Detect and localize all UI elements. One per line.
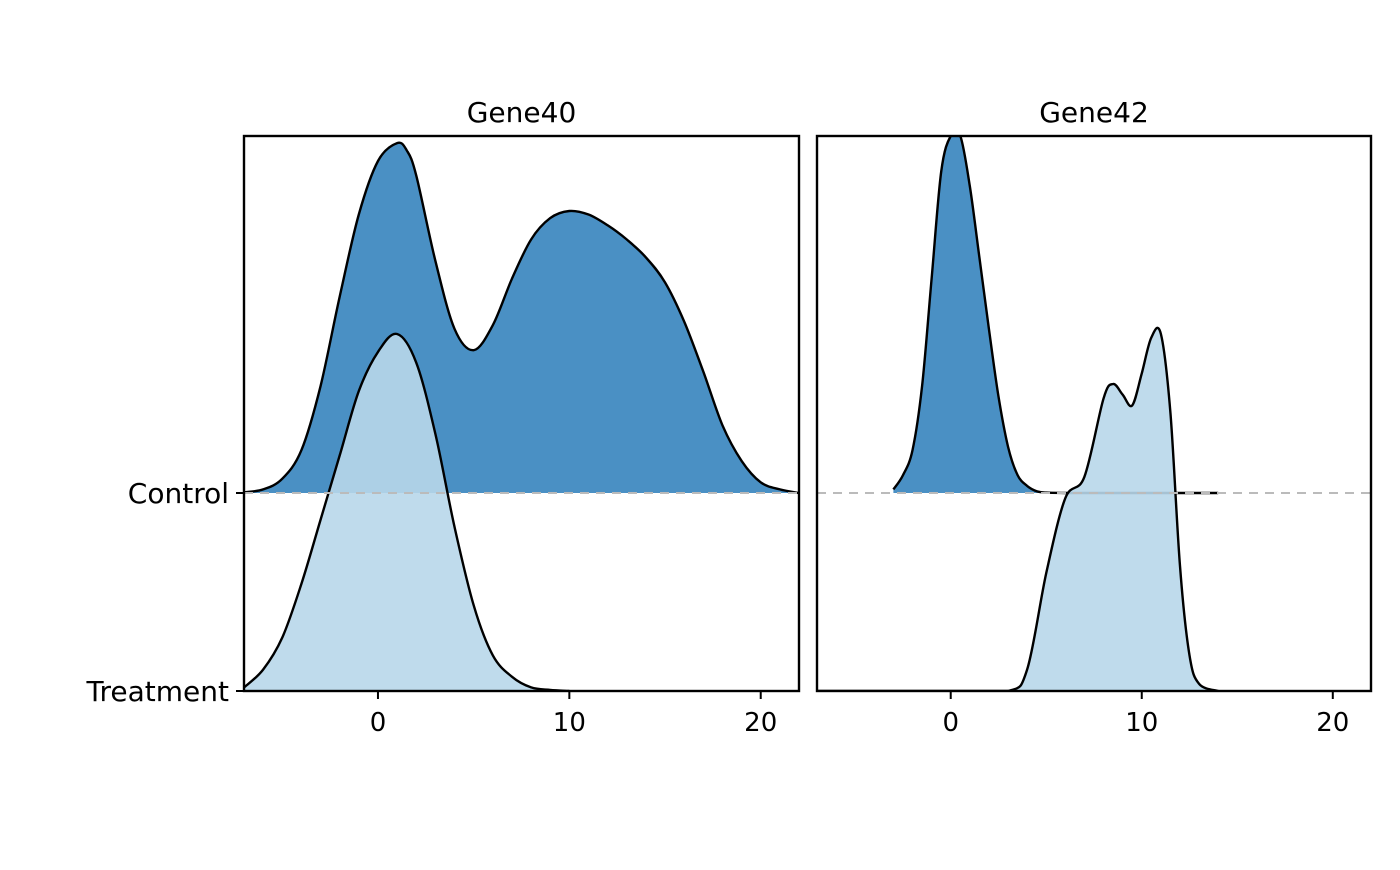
panel-title: Gene40 (467, 96, 577, 129)
panel-gene40: Gene40 0 10 20 (242, 96, 801, 738)
plot-area (817, 136, 1371, 691)
ridge-fill-treatment (817, 327, 1219, 691)
panel-title: Gene42 (1039, 96, 1149, 129)
y-label-treatment: Treatment (86, 675, 229, 708)
ridge-fill-treatment (244, 333, 570, 691)
x-tick-label: 20 (744, 708, 777, 738)
ridge-fill-control (244, 142, 799, 493)
y-label-control: Control (128, 477, 229, 510)
x-tick-label: 20 (1316, 708, 1349, 738)
x-tick-label: 10 (1125, 708, 1158, 738)
ridge-outline-treatment (244, 332, 570, 691)
plot-area (244, 141, 799, 691)
panel-frame (815, 134, 1373, 693)
x-tick-label: 0 (370, 708, 387, 738)
panel-frame (242, 134, 801, 693)
ridge-outline-treatment (817, 326, 1219, 691)
panel-gene42: Gene42 0 10 20 (815, 96, 1373, 738)
x-tick-label: 10 (553, 708, 586, 738)
x-tick-label: 0 (942, 708, 959, 738)
ridge-outline-control (244, 141, 799, 495)
